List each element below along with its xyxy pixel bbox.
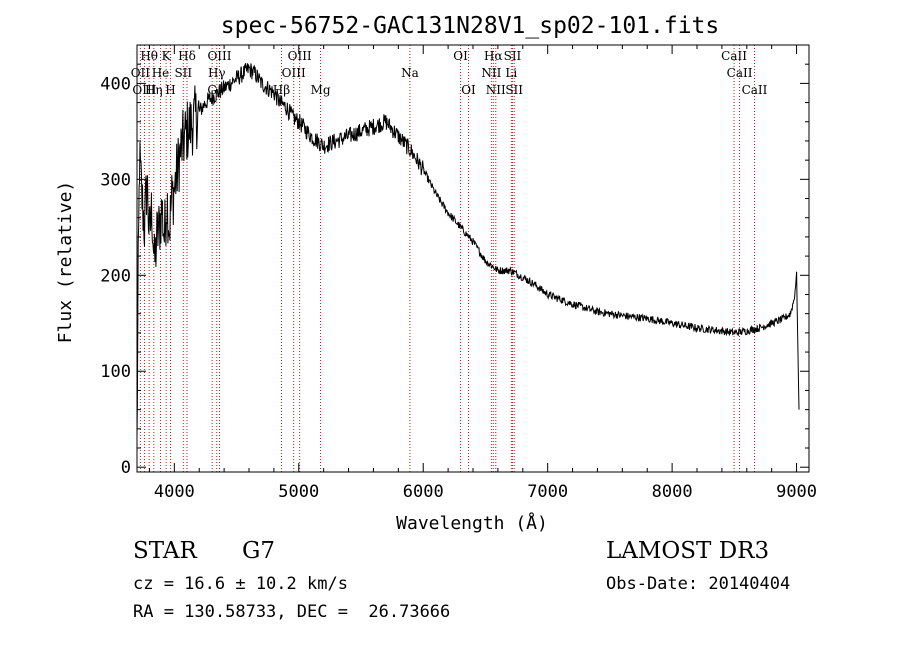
x-axis-label: Wavelength (Å) <box>396 512 548 534</box>
line-label: CaII <box>742 83 768 97</box>
spectrum-line <box>136 63 800 438</box>
line-label: OII <box>131 66 151 80</box>
line-label: NII <box>486 83 506 97</box>
x-tick-label: 5000 <box>278 482 319 502</box>
line-label: Hθ <box>140 49 158 63</box>
line-label: OIII <box>288 49 312 63</box>
line-label: SII <box>505 83 523 97</box>
line-label: Li <box>505 66 517 80</box>
y-tick-label: 400 <box>100 74 131 94</box>
redshift-text: cz = 16.6 ± 10.2 km/s <box>133 574 348 594</box>
x-tick-label: 8000 <box>652 482 693 502</box>
y-tick-label: 300 <box>100 170 131 190</box>
class-label: STAR <box>133 538 197 564</box>
line-label: K <box>162 49 172 63</box>
line-label: OI <box>461 83 476 97</box>
line-label: OI <box>453 49 468 63</box>
coordinates-text: RA = 130.58733, DEC = 26.73666 <box>133 602 451 622</box>
line-label: Hη <box>145 83 163 97</box>
x-tick-label: 9000 <box>776 482 817 502</box>
survey-label: LAMOST DR3 <box>606 538 770 564</box>
line-label: Hβ <box>273 83 290 97</box>
line-label: NII <box>481 66 501 80</box>
line-label: He <box>152 66 170 80</box>
y-tick-label: 100 <box>100 362 131 382</box>
line-label: G <box>207 83 217 97</box>
line-markers <box>139 45 755 472</box>
line-label: OIII <box>207 49 231 63</box>
subclass-label: G7 <box>242 538 276 564</box>
line-label: Hα <box>484 49 503 63</box>
plot-frame <box>136 44 810 473</box>
line-label: OIII <box>282 66 306 80</box>
x-tick-label: 6000 <box>403 482 444 502</box>
line-label: SII <box>504 49 522 63</box>
line-label: Hγ <box>208 66 226 80</box>
line-label: H <box>165 83 175 97</box>
line-label: CaII <box>721 49 747 63</box>
line-label: Na <box>401 66 419 80</box>
x-tick-label: 7000 <box>527 482 568 502</box>
y-axis: 0 100 200 300 400 <box>100 63 809 478</box>
x-tick-label: 4000 <box>154 482 195 502</box>
chart-title: spec-56752-GAC131N28V1_sp02-101.fits <box>221 13 720 39</box>
y-tick-label: 200 <box>100 266 131 286</box>
line-label: OIII <box>132 83 156 97</box>
line-label: Hδ <box>178 49 196 63</box>
line-label: Mg <box>311 83 331 97</box>
line-label: SII <box>174 66 192 80</box>
y-axis-label: Flux (relative) <box>55 181 76 344</box>
obs-date-text: Obs-Date: 20140404 <box>606 574 791 594</box>
line-label: CaII <box>727 66 753 80</box>
x-axis: 4000 5000 6000 7000 8000 9000 <box>148 45 817 502</box>
y-tick-label: 0 <box>121 458 131 478</box>
